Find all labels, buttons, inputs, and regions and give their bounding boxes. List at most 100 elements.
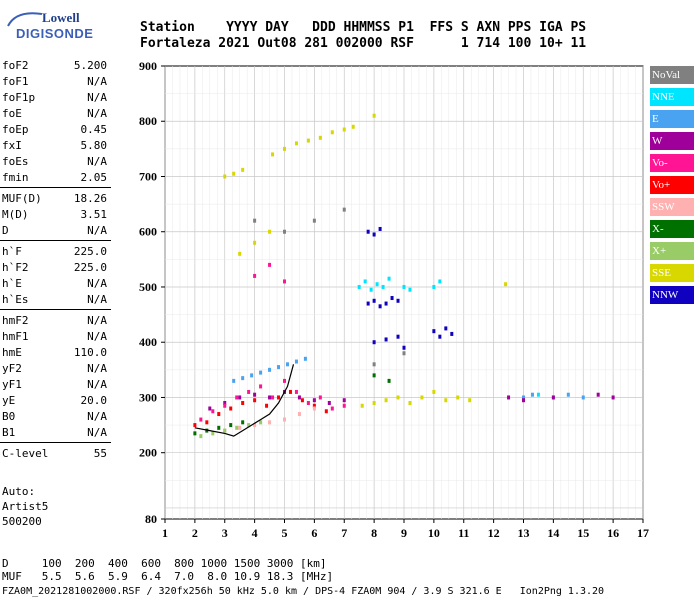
data-point-w <box>223 400 227 405</box>
digisonde-logo: Lowell DIGISONDE <box>6 8 93 52</box>
param-key: h`F <box>2 245 22 258</box>
data-point-ssw <box>268 420 272 425</box>
x-tick-label: 15 <box>577 526 589 540</box>
param-key: foE <box>2 107 22 120</box>
logo-name: DIGISONDE <box>16 26 94 41</box>
data-point-ssw <box>253 423 257 428</box>
auto-label: Auto: <box>2 485 36 498</box>
param-value: 18.26 <box>73 192 107 205</box>
param-row-yf1: yF1 N/A <box>0 377 115 393</box>
param-key: foEs <box>2 155 29 168</box>
legend-item-nnw: NNW <box>650 286 694 304</box>
data-point-w <box>507 395 511 400</box>
param-value: 20.0 <box>80 394 108 407</box>
param-key: hmF2 <box>2 314 29 327</box>
y-tick-label: 700 <box>139 169 157 183</box>
data-point-x- <box>235 425 239 430</box>
param-value: N/A <box>87 314 107 327</box>
x-tick-label: 10 <box>428 526 440 540</box>
data-point-sse <box>306 138 310 143</box>
legend-item-sse: SSE <box>650 264 694 282</box>
data-point-x- <box>387 378 391 383</box>
param-value: 225.0 <box>73 261 107 274</box>
data-point-vo- <box>253 398 257 403</box>
param-value: 0.45 <box>80 123 108 136</box>
data-point-x- <box>211 431 215 436</box>
param-value: 55 <box>93 447 107 460</box>
param-value: 225.0 <box>73 245 107 258</box>
y-tick-label: 600 <box>139 225 157 239</box>
data-point-nnw <box>366 229 370 234</box>
data-point-nnw <box>372 340 376 345</box>
param-row-b0: B0 N/A <box>0 409 115 425</box>
x-tick-label: 7 <box>341 526 347 540</box>
param-value: 110.0 <box>73 346 107 359</box>
param-key: fmin <box>2 171 29 184</box>
data-point-sse <box>294 141 298 146</box>
data-point-noval <box>342 207 346 212</box>
auto-scaling-info: Auto: Artist5 500200 <box>2 484 48 529</box>
data-point-vo- <box>259 384 263 389</box>
data-point-x- <box>259 420 263 425</box>
param-row-b1: B1 N/A <box>0 425 115 441</box>
data-point-vo- <box>235 395 239 400</box>
param-row-fof2: foF2 5.200 <box>0 58 115 74</box>
data-point-nnw <box>372 298 376 303</box>
data-point-nnw <box>450 331 454 336</box>
data-point-sse <box>253 240 257 245</box>
data-point-vo- <box>205 420 209 425</box>
header-row-labels: Station YYYY DAY DDD HHMMSS P1 FFS S AXN… <box>140 20 587 35</box>
data-point-w <box>611 395 615 400</box>
x-tick-label: 14 <box>547 526 559 540</box>
param-row-h-f: h`F 225.0 <box>0 244 115 260</box>
param-row-foep: foEp 0.45 <box>0 122 115 138</box>
legend-item-nne: NNE <box>650 88 694 106</box>
param-value: N/A <box>87 155 107 168</box>
data-point-nnw <box>432 329 436 334</box>
param-row-muf-d-: MUF(D) 18.26 <box>0 191 115 207</box>
data-point-nne <box>375 282 379 287</box>
data-point-nnw <box>396 334 400 339</box>
param-value: N/A <box>87 224 107 237</box>
param-key: B0 <box>2 410 16 423</box>
data-point-w <box>342 398 346 403</box>
data-point-vo- <box>241 400 245 405</box>
param-key: h`Es <box>2 293 29 306</box>
data-point-x- <box>223 428 227 433</box>
data-point-w <box>551 395 555 400</box>
param-key: h`F2 <box>2 261 29 274</box>
data-point-vo- <box>199 417 203 422</box>
station-header: Station YYYY DAY DDD HHMMSS P1 FFS S AXN… <box>140 20 586 52</box>
data-point-w <box>268 395 272 400</box>
legend-item-noval: NoVal <box>650 66 694 84</box>
data-point-noval <box>312 218 316 223</box>
legend-item-w: W <box>650 132 694 150</box>
param-key: h`E <box>2 277 22 290</box>
data-point-sse <box>318 135 322 140</box>
data-point-vo- <box>294 389 298 394</box>
y-tick-label: 200 <box>139 446 157 460</box>
param-key: hmF1 <box>2 330 29 343</box>
data-point-nnw <box>402 345 406 350</box>
data-point-vo- <box>283 378 286 383</box>
param-separator <box>0 442 111 445</box>
data-point-sse <box>271 152 275 157</box>
data-point-sse <box>372 113 376 118</box>
data-point-vo- <box>193 423 197 428</box>
data-point-sse <box>238 251 242 256</box>
param-row-h-f2: h`F2 225.0 <box>0 260 115 276</box>
x-tick-label: 1 <box>162 526 168 540</box>
data-point-sse <box>283 146 286 151</box>
data-point-e <box>250 373 254 378</box>
data-point-vo- <box>217 412 221 417</box>
data-point-sse <box>444 398 448 403</box>
data-point-nne <box>536 392 540 397</box>
data-point-noval <box>253 218 257 223</box>
param-row-hmf1: hmF1 N/A <box>0 329 115 345</box>
data-point-vo- <box>330 406 334 411</box>
file-info-line: FZA0M_2021281002000.RSF / 320fx256h 50 k… <box>2 586 605 597</box>
data-point-vo- <box>300 398 304 403</box>
param-key: yF2 <box>2 362 22 375</box>
param-key: C-level <box>2 447 49 460</box>
param-row-fof1: foF1 N/A <box>0 74 115 90</box>
